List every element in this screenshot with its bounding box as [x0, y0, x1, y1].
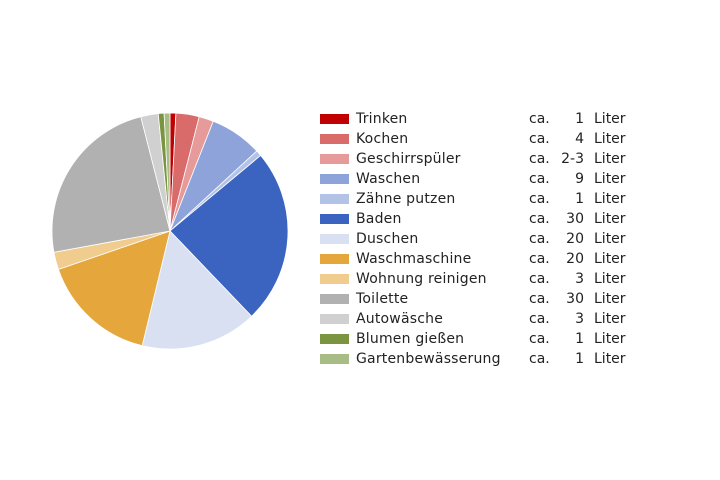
- legend-swatch: [320, 194, 349, 204]
- legend-label: Autowäsche: [356, 311, 444, 327]
- legend-item: Wohnung reinigen ca. 3 Liter: [320, 270, 650, 290]
- legend-unit: Liter: [594, 171, 626, 187]
- legend-item: Duschen ca. 20 Liter: [320, 230, 650, 250]
- legend-prefix: ca.: [529, 291, 550, 307]
- legend-swatch: [320, 154, 349, 164]
- legend-item: Gartenbewässerung ca. 1 Liter: [320, 350, 650, 370]
- pie-slice: [163, 112, 171, 232]
- legend-label: Blumen gießen: [356, 331, 465, 347]
- legend: Trinken ca. 1 Liter Kochen ca. 4 Liter Geschirrs…: [320, 110, 650, 370]
- legend-item: Trinken ca. 1 Liter: [320, 110, 650, 130]
- legend-prefix: ca.: [529, 351, 550, 367]
- legend-amount: 4: [575, 131, 584, 147]
- legend-label: Baden: [356, 211, 402, 227]
- legend-unit: Liter: [594, 211, 626, 227]
- legend-amount: 2-3: [561, 151, 584, 167]
- legend-amount: 1: [575, 351, 584, 367]
- legend-amount: 30: [566, 211, 584, 227]
- legend-amount: 1: [575, 331, 584, 347]
- legend-prefix: ca.: [529, 211, 550, 227]
- legend-swatch: [320, 314, 349, 324]
- legend-unit: Liter: [594, 111, 626, 127]
- pie-slice: [169, 154, 289, 317]
- legend-label: Trinken: [356, 111, 408, 127]
- legend-swatch: [320, 174, 349, 184]
- pie-slice: [57, 230, 171, 347]
- pie-slice: [141, 230, 253, 350]
- legend-prefix: ca.: [529, 171, 550, 187]
- legend-prefix: ca.: [529, 271, 550, 287]
- legend-amount: 1: [575, 191, 584, 207]
- legend-label: Toilette: [356, 291, 409, 307]
- legend-label: Zähne putzen: [356, 191, 456, 207]
- legend-item: Zähne putzen ca. 1 Liter: [320, 190, 650, 210]
- legend-label: Waschen: [356, 171, 421, 187]
- pie-slice: [51, 116, 171, 253]
- legend-item: Baden ca. 30 Liter: [320, 210, 650, 230]
- legend-prefix: ca.: [529, 311, 550, 327]
- legend-item: Kochen ca. 4 Liter: [320, 130, 650, 150]
- legend-item: Toilette ca. 30 Liter: [320, 290, 650, 310]
- legend-swatch: [320, 254, 349, 264]
- legend-unit: Liter: [594, 331, 626, 347]
- legend-prefix: ca.: [529, 151, 550, 167]
- legend-unit: Liter: [594, 131, 626, 147]
- legend-label: Geschirrspüler: [356, 151, 461, 167]
- legend-swatch: [320, 214, 349, 224]
- legend-amount: 30: [566, 291, 584, 307]
- legend-swatch: [320, 334, 349, 344]
- legend-unit: Liter: [594, 151, 626, 167]
- legend-swatch: [320, 354, 349, 364]
- legend-amount: 20: [566, 231, 584, 247]
- legend-prefix: ca.: [529, 111, 550, 127]
- legend-unit: Liter: [594, 271, 626, 287]
- legend-amount: 3: [575, 271, 584, 287]
- legend-prefix: ca.: [529, 131, 550, 147]
- legend-unit: Liter: [594, 191, 626, 207]
- legend-swatch: [320, 134, 349, 144]
- legend-prefix: ca.: [529, 251, 550, 267]
- legend-label: Wohnung reinigen: [356, 271, 487, 287]
- legend-label: Gartenbewässerung: [356, 351, 501, 367]
- legend-unit: Liter: [594, 291, 626, 307]
- legend-item: Waschen ca. 9 Liter: [320, 170, 650, 190]
- legend-prefix: ca.: [529, 331, 550, 347]
- legend-amount: 20: [566, 251, 584, 267]
- legend-item: Waschmaschine ca. 20 Liter: [320, 250, 650, 270]
- legend-swatch: [320, 234, 349, 244]
- legend-label: Duschen: [356, 231, 419, 247]
- legend-label: Waschmaschine: [356, 251, 472, 267]
- legend-label: Kochen: [356, 131, 409, 147]
- legend-prefix: ca.: [529, 231, 550, 247]
- legend-prefix: ca.: [529, 191, 550, 207]
- legend-swatch: [320, 114, 349, 124]
- legend-item: Autowäsche ca. 3 Liter: [320, 310, 650, 330]
- legend-swatch: [320, 294, 349, 304]
- legend-item: Geschirrspüler ca. 2-3 Liter: [320, 150, 650, 170]
- legend-swatch: [320, 274, 349, 284]
- legend-unit: Liter: [594, 351, 626, 367]
- legend-item: Blumen gießen ca. 1 Liter: [320, 330, 650, 350]
- legend-unit: Liter: [594, 251, 626, 267]
- legend-amount: 1: [575, 111, 584, 127]
- legend-amount: 9: [575, 171, 584, 187]
- legend-unit: Liter: [594, 231, 626, 247]
- legend-amount: 3: [575, 311, 584, 327]
- legend-unit: Liter: [594, 311, 626, 327]
